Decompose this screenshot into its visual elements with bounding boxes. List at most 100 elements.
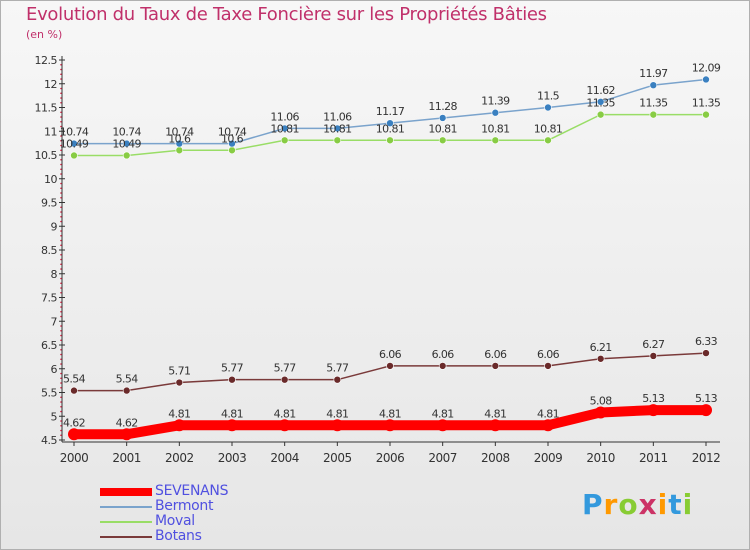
y-minor-tick	[60, 287, 62, 289]
data-label: 4.81	[379, 407, 401, 420]
y-minor-tick	[60, 149, 62, 152]
y-minor-tick	[60, 68, 62, 71]
logo-letter: x	[638, 488, 658, 521]
data-label: 10.6	[221, 132, 244, 145]
data-point	[333, 124, 342, 133]
y-tick-label: 12	[44, 78, 57, 91]
y-minor-tick	[60, 97, 62, 99]
data-label: 4.81	[274, 407, 296, 420]
data-label: 10.74	[60, 126, 89, 139]
y-minor-tick	[60, 310, 62, 313]
y-minor-tick	[60, 263, 62, 266]
data-point	[120, 428, 133, 441]
y-tick-label: 6	[51, 363, 58, 376]
x-tick-label: 2003	[218, 451, 247, 465]
x-tick-label: 2002	[165, 451, 194, 465]
y-tick-label: 11	[44, 125, 57, 138]
data-point	[491, 136, 500, 145]
x-tick-label: 2000	[60, 451, 89, 465]
data-point	[70, 386, 78, 395]
data-label: 11.97	[639, 67, 668, 80]
data-point	[596, 98, 605, 106]
y-tick-label: 5	[51, 410, 58, 423]
y-minor-tick	[60, 363, 62, 365]
y-tick-label: 8.5	[41, 244, 57, 257]
data-label: 12.09	[692, 61, 721, 74]
data-label: 6.21	[590, 341, 612, 354]
y-minor-tick	[60, 206, 62, 209]
y-tick-label: 10	[44, 173, 57, 186]
data-point	[386, 362, 394, 370]
data-label: 10.81	[270, 122, 299, 135]
data-point	[649, 110, 658, 119]
data-label: 11.35	[639, 97, 668, 110]
y-minor-tick	[60, 63, 62, 66]
y-minor-tick	[60, 358, 62, 361]
data-label: 10.6	[168, 132, 191, 145]
logo-letter: P	[582, 488, 604, 521]
logo-letter: i	[682, 488, 694, 521]
y-minor-tick	[60, 325, 62, 327]
data-point	[70, 151, 78, 160]
data-label: 11.5	[537, 90, 560, 103]
y-minor-tick	[60, 348, 62, 351]
y-minor-tick	[60, 92, 62, 95]
y-tick-label: 9.5	[41, 197, 57, 210]
y-minor-tick	[60, 196, 62, 199]
y-minor-tick	[60, 277, 62, 280]
data-label: 11.39	[481, 95, 510, 108]
x-tick-label: 2011	[639, 451, 668, 465]
y-minor-tick	[60, 192, 62, 194]
y-minor-tick	[60, 73, 62, 76]
data-label: 11.06	[270, 110, 299, 123]
data-point	[436, 419, 449, 432]
data-point	[280, 375, 289, 384]
data-label: 10.74	[112, 126, 141, 139]
data-point	[649, 81, 658, 89]
x-tick-label: 2006	[376, 451, 405, 465]
data-label: 5.54	[116, 373, 139, 386]
y-minor-tick	[60, 315, 62, 318]
data-label: 10.49	[60, 137, 89, 150]
data-point	[333, 136, 342, 145]
y-minor-tick	[60, 215, 62, 218]
y-minor-tick	[60, 144, 62, 147]
legend-label: SEVENANS	[155, 483, 229, 499]
y-minor-tick	[60, 353, 62, 356]
data-point	[647, 404, 660, 417]
y-minor-tick	[60, 111, 62, 114]
y-axis-unit: (en %)	[26, 28, 63, 41]
y-minor-tick	[60, 382, 62, 384]
data-label: 4.81	[537, 407, 559, 420]
legend-label: Moval	[155, 513, 195, 529]
data-label: 10.74	[165, 126, 194, 139]
data-point	[175, 378, 184, 387]
y-minor-tick	[60, 135, 62, 137]
x-tick-label: 2012	[692, 451, 721, 465]
y-minor-tick	[60, 220, 62, 223]
data-label: 4.81	[221, 407, 243, 420]
y-minor-tick	[60, 101, 62, 104]
legend-swatch	[100, 506, 152, 508]
x-tick-label: 2009	[534, 451, 563, 465]
logo-letter: t	[668, 488, 683, 521]
data-point	[280, 124, 289, 133]
data-point	[702, 75, 710, 84]
data-point	[228, 139, 236, 148]
data-label: 10.81	[481, 122, 510, 135]
data-point	[491, 108, 500, 117]
data-point	[596, 110, 605, 119]
y-tick-label: 12.5	[35, 54, 58, 67]
data-point	[228, 146, 236, 155]
y-minor-tick	[60, 424, 62, 427]
y-minor-tick	[60, 386, 62, 389]
y-minor-tick	[60, 301, 62, 304]
y-minor-tick	[60, 139, 62, 142]
data-point	[333, 375, 342, 384]
data-point	[544, 103, 552, 112]
data-label: 5.13	[642, 392, 665, 405]
data-point	[438, 362, 447, 370]
x-tick-label: 2001	[112, 451, 141, 465]
